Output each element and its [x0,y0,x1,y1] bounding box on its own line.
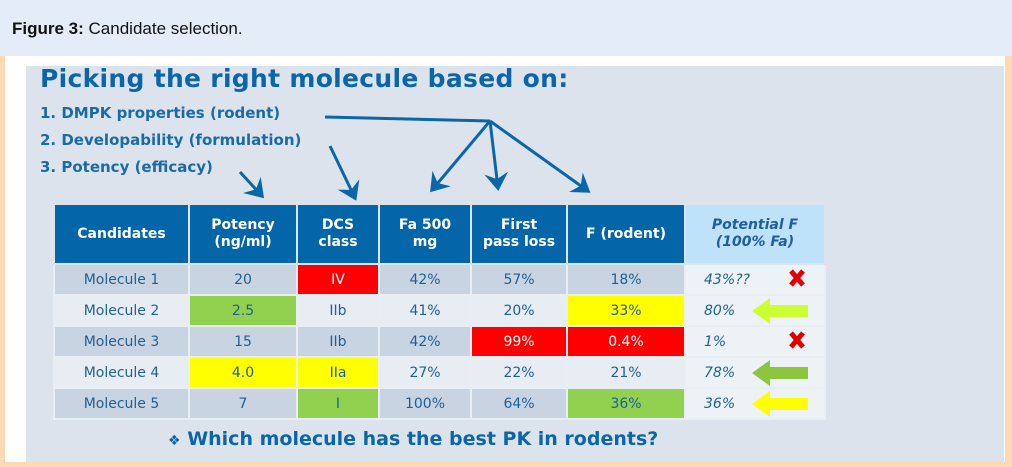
potential-f-value: 78% [704,364,736,381]
table-cell: 4.0 [188,356,298,389]
arrow-left-icon [752,391,808,421]
header-cell: First pass loss [470,203,568,265]
table-cell: IIb [296,294,380,327]
caption-label: Figure 3: [12,19,84,38]
dmpk-line [324,115,491,123]
table-cell: 20% [470,294,568,327]
table-cell: 21% [566,356,686,389]
table-row: Molecule 4 4.0 IIa 27% 22% 21% 78% [53,356,826,390]
table-cell: 42% [378,325,472,358]
potential-f-cell: 78% [684,356,826,390]
x-mark-icon [788,330,806,354]
potential-f-cell: 1% [684,325,826,358]
table-cell: 27% [378,356,472,389]
table-cell: 99% [470,325,568,358]
question-text: Which molecule has the best PK in rodent… [187,428,659,450]
table-cell: 33% [566,294,686,327]
arrow-potency [238,170,265,199]
table-cell: 15 [188,325,298,358]
candidate-table: Candidates Potency (ng/ml) DCS class Fa 500 m… [53,203,826,420]
arrow-left-icon [752,360,808,390]
table-cell: Molecule 2 [53,294,190,327]
potential-f-value: 43%?? [704,271,750,288]
header-cell: Candidates [53,203,190,265]
header-cell: Potential F (100% Fa) [684,203,826,265]
slide-title: Picking the right molecule based on: [40,64,569,93]
arrow-f-rodent [489,119,591,193]
table-cell: 22% [470,356,568,389]
table-cell: IV [296,263,380,296]
potential-f-cell: 43%?? [684,263,826,296]
table-row: Molecule 5 7 I 100% 64% 36% 36% [53,387,826,421]
potential-f-cell: 36% [684,387,826,421]
table-cell: Molecule 1 [53,263,190,296]
header-cell: F (rodent) [566,203,686,265]
table-cell: 20 [188,263,298,296]
table-cell: 100% [378,387,472,420]
table-cell: 2.5 [188,294,298,327]
criterion-2: 2. Developability (formulation) [40,131,302,149]
header-cell: Fa 500 mg [378,203,472,265]
arrow-first-pass [484,120,509,191]
table-cell: 64% [470,387,568,420]
potential-f-cell: 80% [684,294,826,328]
potential-f-value: 36% [704,395,736,412]
table-row: Molecule 1 20 IV 42% 57% 18% 43%?? [53,263,826,296]
table-cell: 0.4% [566,325,686,358]
header-cell: Potency (ng/ml) [188,203,298,265]
table-cell: Molecule 3 [53,325,190,358]
table-cell: 42% [378,263,472,296]
arrow-dcs [328,145,360,201]
figure-caption: Figure 3: Candidate selection. [0,0,1012,56]
table-cell: Molecule 4 [53,356,190,389]
table-row: Molecule 3 15 IIb 42% 99% 0.4% 1% [53,325,826,358]
table-row: Molecule 2 2.5 IIb 41% 20% 33% 80% [53,294,826,328]
arrow-fa [430,120,492,193]
header-cell: DCS class [296,203,380,265]
table-cell: 36% [566,387,686,420]
table-cell: 7 [188,387,298,420]
table-cell: 41% [378,294,472,327]
table-cell: 57% [470,263,568,296]
table-cell: 18% [566,263,686,296]
table-cell: I [296,387,380,420]
fa-header-text: Fa 500 mg [398,217,452,250]
potential-f-value: 80% [704,302,736,319]
table-cell: IIa [296,356,380,389]
criterion-3: 3. Potency (efficacy) [40,158,213,176]
question: ❖ Which molecule has the best PK in rode… [168,428,658,450]
diamond-bullet-icon: ❖ [168,433,181,449]
x-mark-icon [788,268,806,292]
arrow-left-icon [752,298,808,328]
potential-f-value: 1% [704,333,727,350]
caption-text: Candidate selection. [88,19,243,38]
table-cell: Molecule 5 [53,387,190,420]
table-cell: IIb [296,325,380,358]
criterion-1: 1. DMPK properties (rodent) [40,104,281,122]
